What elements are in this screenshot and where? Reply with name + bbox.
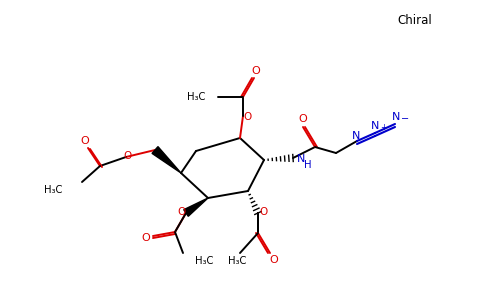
Text: O: O [299, 114, 307, 124]
Text: O: O [124, 151, 132, 161]
Text: H: H [304, 160, 312, 170]
Text: O: O [252, 66, 260, 76]
Text: H₃C: H₃C [44, 185, 62, 195]
Text: Chiral: Chiral [398, 14, 432, 26]
Polygon shape [184, 198, 208, 216]
Text: N: N [297, 154, 305, 164]
Polygon shape [152, 147, 181, 173]
Text: O: O [244, 112, 252, 122]
Text: O: O [270, 255, 278, 265]
Text: H₃C: H₃C [228, 256, 246, 266]
Text: O: O [81, 136, 90, 146]
Text: N: N [371, 121, 379, 131]
Text: N: N [352, 131, 360, 141]
Text: +: + [380, 124, 387, 133]
Text: H₃C: H₃C [195, 256, 213, 266]
Text: O: O [177, 207, 185, 217]
Text: O: O [142, 233, 151, 243]
Text: H₃C: H₃C [187, 92, 205, 102]
Text: −: − [401, 114, 409, 124]
Text: O: O [259, 207, 267, 217]
Text: N: N [392, 112, 400, 122]
